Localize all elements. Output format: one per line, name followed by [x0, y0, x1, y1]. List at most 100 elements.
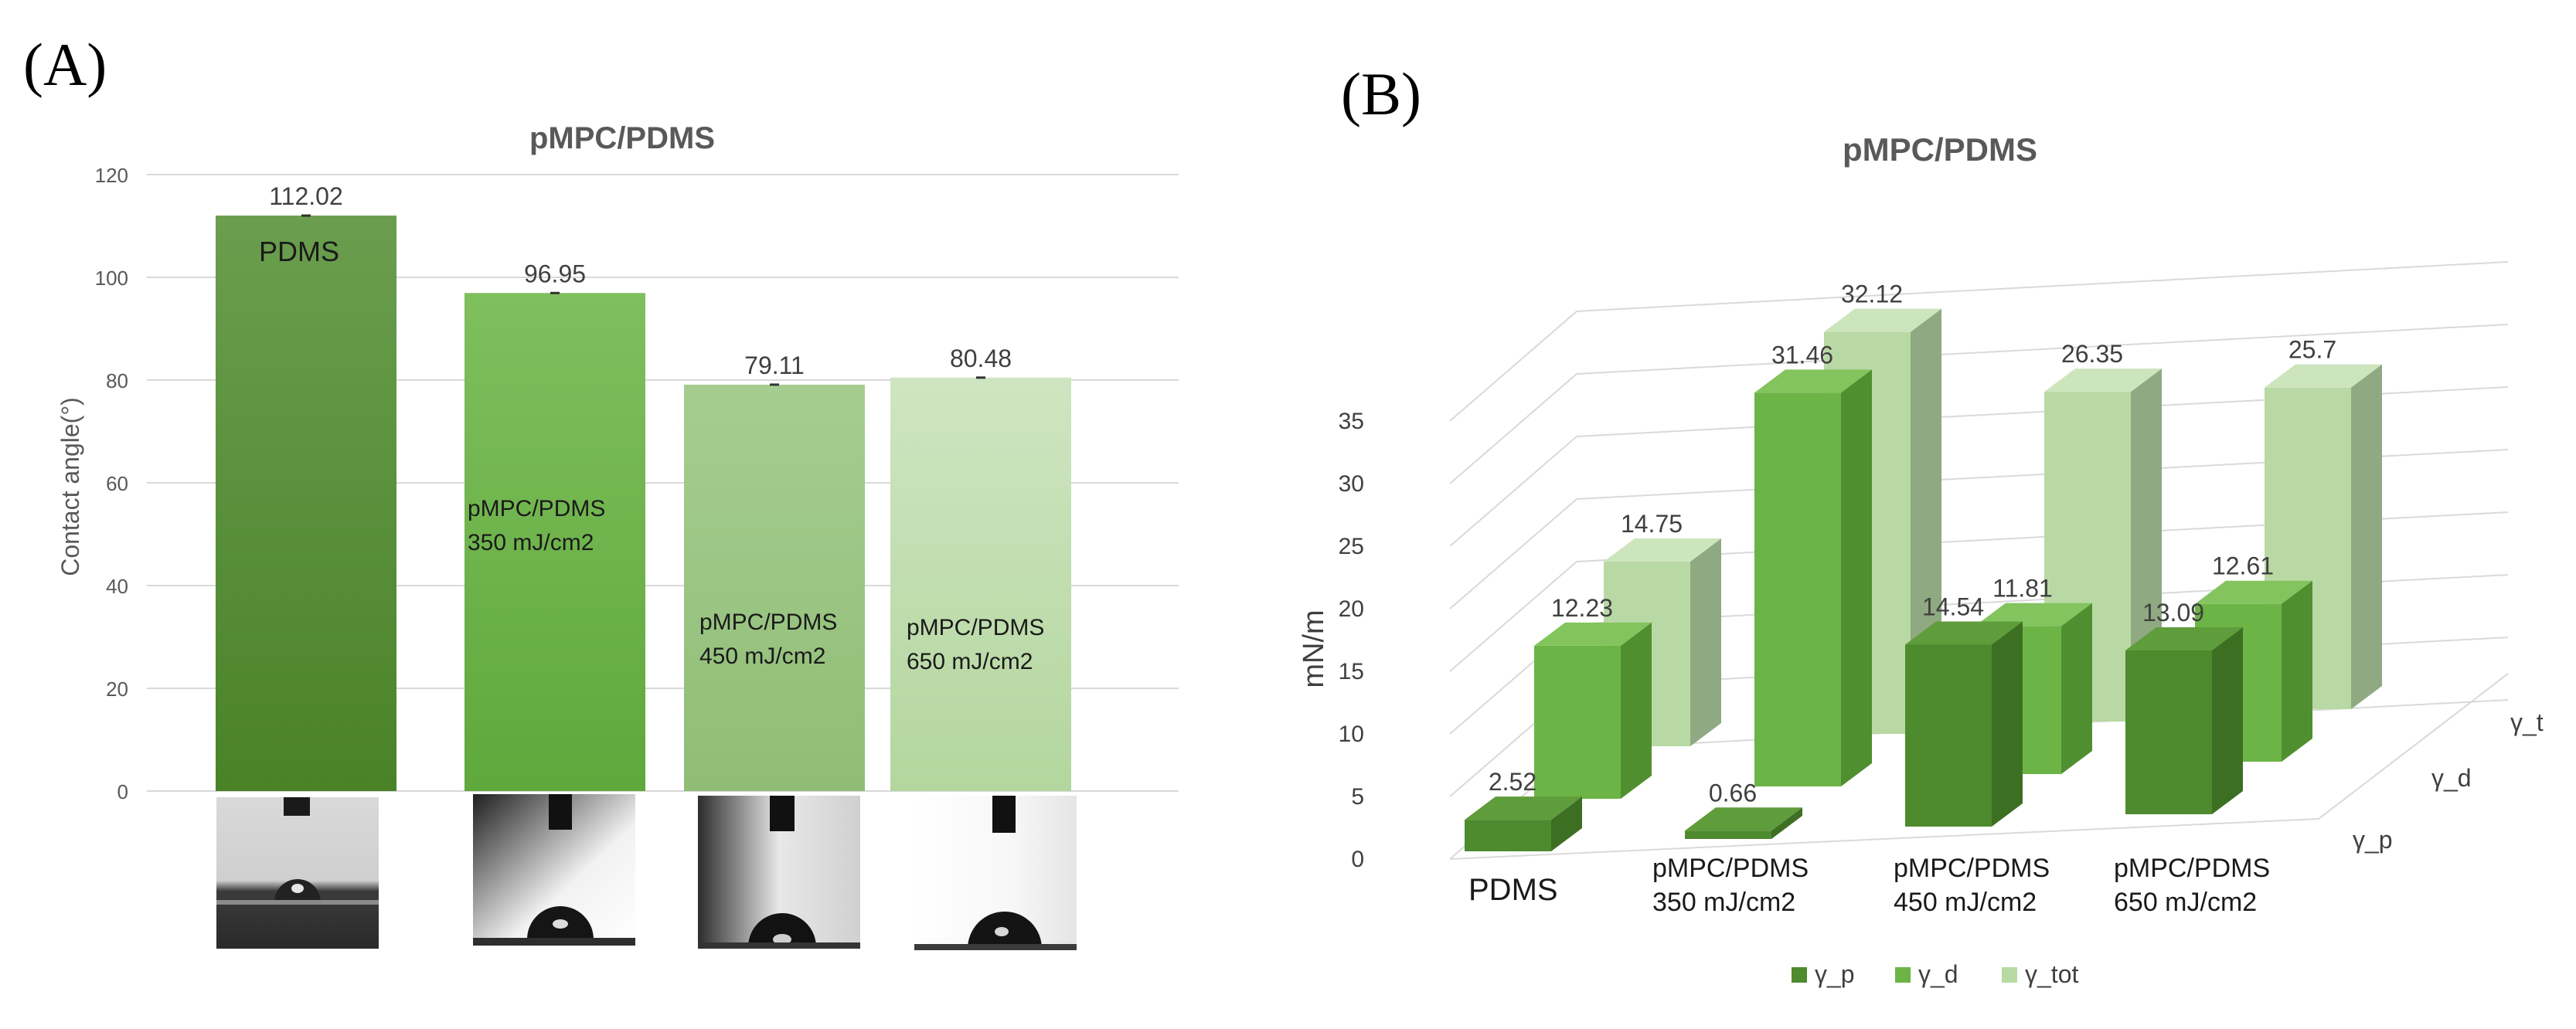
chart-b-depth-label: γ_p [2353, 826, 2393, 854]
chart-b-data-label: 26.35 [2061, 340, 2123, 368]
chart-b-bar-top [1754, 369, 1872, 393]
chart-a-bar [216, 216, 396, 791]
chart-b-gridline [1449, 324, 2509, 484]
chart-b-legend-label: γ_d [1918, 960, 1958, 988]
chart-b-title: pMPC/PDMS [1843, 131, 2037, 168]
panel-a-letter: (A) [23, 31, 107, 98]
droplet-image-350 [473, 794, 635, 946]
chart-b-gridline [1449, 386, 2509, 547]
chart-a-bars: 112.02 PDMS 96.95 pMPC/PDMS 350 mJ/cm2 79.11 p… [216, 182, 1071, 792]
chart-b-bar-side [1771, 807, 1802, 839]
chart-b-data-label: 12.23 [1551, 594, 1613, 622]
chart-b-bar-top [1824, 308, 1941, 332]
chart-a-y-tick-label: 80 [106, 369, 128, 392]
chart-b-legend-swatch [2002, 967, 2017, 983]
chart-b-y-tick-label: 20 [1339, 596, 1364, 622]
chart-b-bar: 31.46 [1754, 341, 1872, 786]
chart-b-category-label: PDMS [1468, 873, 1558, 907]
chart-b-bar-top [2125, 627, 2243, 650]
droplet-images [216, 794, 1077, 950]
chart-a-y-tick-label: 60 [106, 472, 128, 495]
chart-a-bar-inner-label: PDMS [259, 236, 339, 267]
chart-b-bar-side [2061, 603, 2092, 774]
chart-b-category-label: 350 mJ/cm2 [1652, 888, 1795, 917]
chart-a-y-tick-label: 20 [106, 678, 128, 701]
chart-b-bar-top [2044, 368, 2162, 392]
chart-a-y-tick-label: 100 [95, 267, 128, 290]
chart-b-data-label: 14.75 [1621, 510, 1683, 538]
chart-b-legend-label: γ_p [1815, 960, 1855, 988]
chart-b-y-tick-label: 35 [1339, 409, 1364, 434]
chart-b-y-tick-label: 15 [1339, 659, 1364, 684]
chart-b-bar-side [1621, 622, 1652, 799]
chart-b-y-axis-label: mN/m [1298, 610, 1330, 688]
chart-b-category-label: 650 mJ/cm2 [2114, 888, 2257, 917]
chart-b-legend-label: γ_tot [2025, 960, 2078, 988]
chart-b-data-label: 12.61 [2212, 552, 2274, 580]
chart-b-data-label: 32.12 [1841, 280, 1903, 308]
chart-b-data-label: 31.46 [1771, 341, 1833, 368]
chart-b-gridline [1449, 261, 2509, 422]
panel-b-letter: (B) [1341, 60, 1421, 127]
panel-b: (B) pMPC/PDMS 0 5 10 15 20 25 30 35 mN/m 14.75 3… [1298, 60, 2544, 988]
chart-b-bar-front [1905, 644, 1992, 827]
chart-b-gridline [1449, 449, 2509, 610]
chart-b-bar-front [1754, 392, 1841, 786]
chart-b-data-label: 2.52 [1489, 768, 1536, 796]
chart-b-depth-labels: γ_p γ_d γ_t [2353, 708, 2544, 854]
chart-a-bar [464, 293, 645, 792]
chart-b-bar-top [1534, 622, 1652, 646]
chart-b-bar-side [2351, 364, 2382, 709]
chart-b-category-labels: PDMS pMPC/PDMS 350 mJ/cm2 pMPC/PDMS 450 mJ/c… [1468, 854, 2270, 917]
chart-a-data-label: 112.02 [269, 182, 343, 210]
chart-b-category-label: 450 mJ/cm2 [1894, 888, 2037, 917]
chart-b-legend-swatch [1895, 967, 1911, 983]
chart-b-bar: 14.54 [1905, 593, 2023, 827]
chart-b-bar-top [2195, 580, 2312, 604]
chart-a-data-label: 96.95 [524, 260, 586, 287]
chart-a-bar [890, 377, 1071, 792]
chart-a-y-tick-label: 120 [95, 164, 128, 187]
chart-b-bar-top [1905, 621, 2023, 645]
chart-b-bar: 13.09 [2125, 599, 2243, 814]
chart-a-y-tick-label: 40 [106, 575, 128, 598]
chart-b-bar-side [2282, 580, 2312, 762]
chart-a-bar-inner-label: pMPC/PDMS [907, 615, 1044, 640]
chart-b-floor-edge [1449, 673, 2509, 860]
chart-b-data-label: 11.81 [1992, 575, 2053, 603]
chart-a-bar [684, 384, 865, 792]
chart-a-bar-inner-label: 450 mJ/cm2 [699, 644, 825, 669]
chart-b-bar-side [1992, 621, 2023, 827]
chart-b-depth-label: γ_d [2431, 764, 2472, 792]
droplet-image-450 [698, 796, 860, 949]
chart-a-y-tick-label: 0 [117, 780, 128, 803]
chart-b-floor-and-walls [1449, 673, 2509, 860]
chart-b-y-ticks: 0 5 10 15 20 25 30 35 [1339, 409, 1364, 872]
chart-a-data-label: 80.48 [950, 345, 1012, 372]
chart-b-category-label: pMPC/PDMS [1652, 854, 1809, 883]
chart-b-bar-top [1975, 603, 2092, 627]
chart-b-legend-swatch [1792, 967, 1807, 983]
chart-b-y-tick-label: 30 [1339, 471, 1364, 497]
chart-b-legend: γ_p γ_d γ_tot [1792, 960, 2078, 988]
chart-b-category-label: pMPC/PDMS [1894, 854, 2050, 883]
chart-b-bar-side [1551, 796, 1582, 851]
chart-b-bar-side [2212, 627, 2243, 814]
chart-b-y-tick-label: 5 [1351, 784, 1364, 810]
chart-b-data-label: 0.66 [1709, 779, 1757, 807]
chart-b-bar: 2.52 [1465, 768, 1582, 851]
chart-b-bar-front [1465, 820, 1551, 851]
chart-b-bar-top [1465, 796, 1582, 820]
chart-b-bar: 12.23 [1534, 594, 1652, 799]
chart-b-data-label: 14.54 [1922, 593, 1984, 620]
chart-b-bar-top [1604, 538, 1721, 562]
chart-b-y-tick-label: 25 [1339, 534, 1364, 559]
droplet-image-650 [914, 796, 1077, 950]
chart-b-depth-label: γ_t [2510, 708, 2544, 736]
chart-b-bar-top [2265, 364, 2382, 388]
chart-a-bar-inner-label: pMPC/PDMS [699, 610, 837, 635]
chart-b-category-label: pMPC/PDMS [2114, 854, 2270, 883]
droplet-image-pdms [216, 797, 379, 949]
chart-a-bar-inner-label: 650 mJ/cm2 [907, 649, 1033, 674]
